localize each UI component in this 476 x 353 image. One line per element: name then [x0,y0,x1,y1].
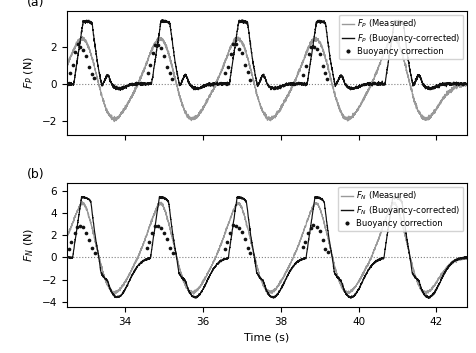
Y-axis label: $F_P$ (N): $F_P$ (N) [22,56,36,89]
Legend: $F_N$ (Measured), $F_N$ (Buoyancy-corrected), Buoyancy correction: $F_N$ (Measured), $F_N$ (Buoyancy-correc… [337,187,462,231]
Point [148,231,156,236]
X-axis label: Time (s): Time (s) [244,333,289,342]
Point [221,70,229,76]
Point [302,64,309,69]
Point [88,71,96,77]
Point [307,44,314,50]
Point [299,72,307,78]
Point [168,76,175,82]
Text: (b): (b) [27,168,44,181]
Point [154,42,162,48]
Point [226,230,234,235]
Point [312,47,320,52]
Point [71,49,79,54]
Point [91,250,99,256]
Point [79,47,87,53]
Point [82,230,90,235]
Y-axis label: $F_N$ (N): $F_N$ (N) [22,228,36,262]
Point [243,246,251,251]
Point [68,239,75,245]
Point [149,50,157,55]
Point [163,64,170,70]
Point [66,70,74,76]
Point [77,44,84,50]
Point [234,225,242,231]
Point [238,50,245,56]
Point [312,225,320,230]
Point [65,246,73,252]
Point [146,62,154,67]
Point [163,237,170,242]
Point [90,76,98,81]
Point [76,223,84,229]
Point [318,63,326,69]
Point [234,46,242,52]
Point [220,246,228,251]
Point [224,64,231,70]
Point [85,64,93,70]
Point [169,250,176,256]
Point [154,223,161,229]
Point [232,41,239,47]
Point [315,229,323,234]
Point [246,251,254,256]
Point [69,62,76,68]
Point [298,244,306,250]
Point [306,225,314,231]
Point [241,62,248,67]
Point [151,223,159,229]
Point [74,41,81,47]
Point [157,225,164,231]
Point [321,246,328,252]
Point [304,230,311,236]
Point [238,229,245,235]
Point [223,239,230,245]
Point [157,45,164,51]
Point [88,245,96,250]
Point [309,44,317,50]
Point [300,239,308,245]
Point [304,51,312,56]
Point [145,239,153,245]
Point [160,53,168,59]
Point [79,224,87,229]
Point [166,245,173,250]
Point [143,245,150,251]
Point [73,224,81,229]
Point [315,51,323,56]
Point [151,43,159,48]
Legend: $F_P$ (Measured), $F_P$ (Buoyancy-corrected), Buoyancy correction: $F_P$ (Measured), $F_P$ (Buoyancy-correc… [338,15,462,59]
Point [227,51,234,56]
Point [160,231,168,236]
Point [241,236,248,242]
Point [228,222,236,228]
Point [318,237,326,243]
Point [70,231,78,236]
Point [245,77,253,83]
Point [243,70,251,75]
Point [321,71,328,76]
Point [82,53,90,59]
Point [144,71,151,76]
Point [324,250,331,255]
Point [231,223,239,228]
Point [309,222,317,228]
Point [166,70,173,76]
Point [229,41,237,47]
Point [85,237,93,243]
Point [323,76,330,82]
Text: (a): (a) [27,0,44,9]
